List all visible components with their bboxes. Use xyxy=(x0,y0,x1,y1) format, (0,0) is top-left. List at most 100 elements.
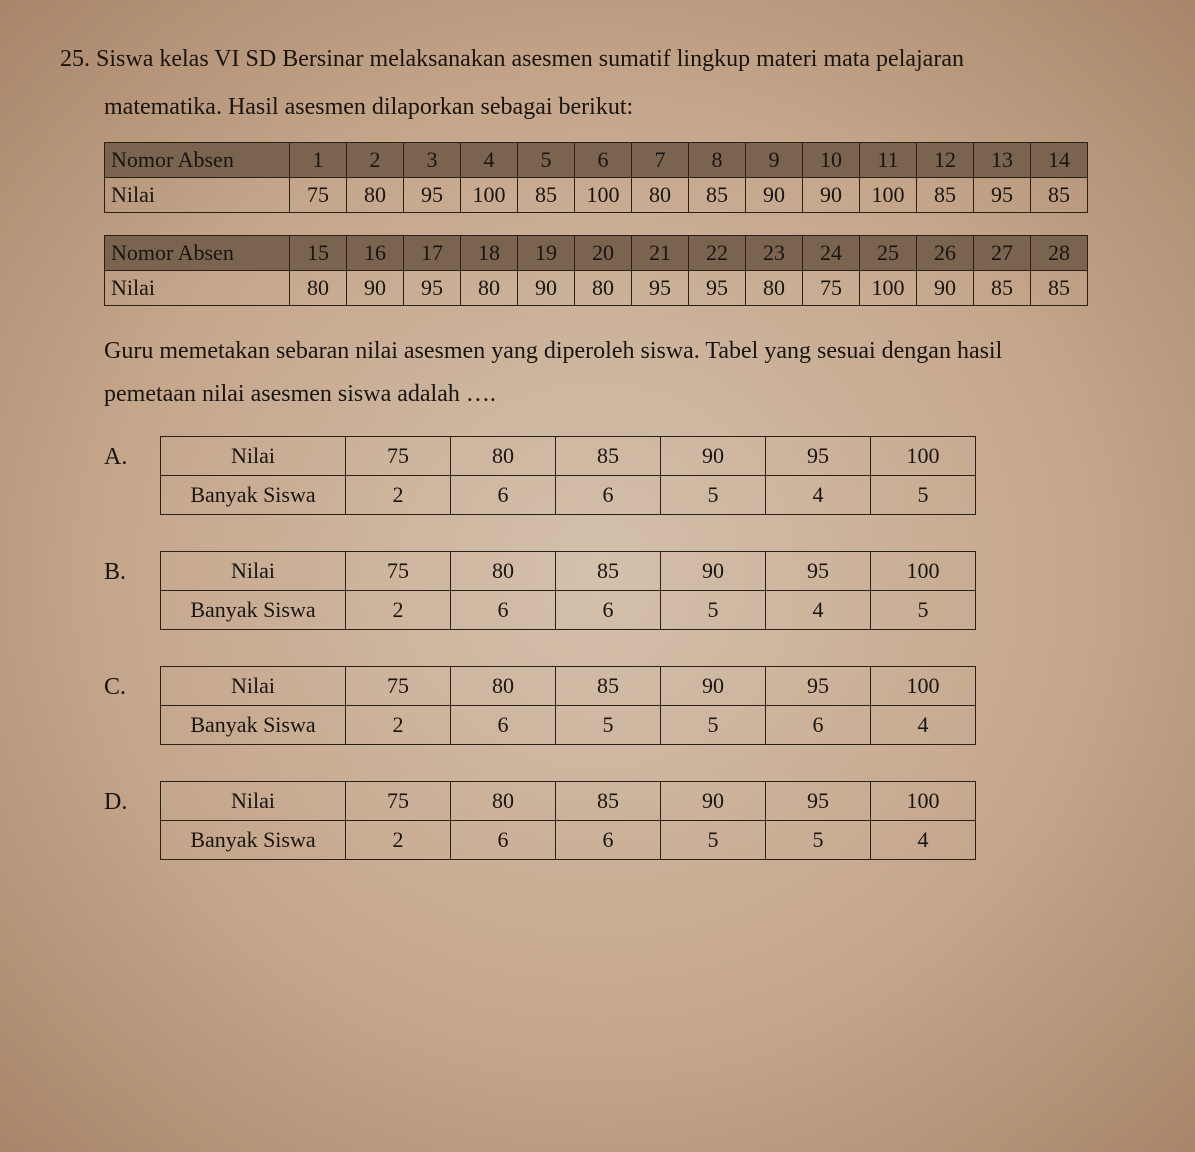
option-banyak-cell: 6 xyxy=(556,591,661,630)
option-nilai-cell: 85 xyxy=(556,552,661,591)
option-banyak-cell: 4 xyxy=(766,476,871,515)
nilai-cell: 85 xyxy=(974,270,1031,305)
option-row-banyak-label: Banyak Siswa xyxy=(161,821,346,860)
absen-cell: 11 xyxy=(860,142,917,177)
absen-header-label: Nomor Absen xyxy=(105,235,290,270)
option-nilai-cell: 90 xyxy=(661,782,766,821)
absen-header-label: Nomor Absen xyxy=(105,142,290,177)
absen-cell: 8 xyxy=(689,142,746,177)
question-number: 25. xyxy=(60,40,90,78)
nilai-cell: 80 xyxy=(575,270,632,305)
option-nilai-cell: 75 xyxy=(346,782,451,821)
option-nilai-cell: 95 xyxy=(766,437,871,476)
nilai-cell: 80 xyxy=(461,270,518,305)
option-d: D. Nilai 75 80 85 90 95 100 Banyak Siswa… xyxy=(104,781,1135,860)
option-banyak-cell: 5 xyxy=(871,591,976,630)
question-text-1: Siswa kelas VI SD Bersinar melaksanakan … xyxy=(96,46,964,72)
option-nilai-cell: 85 xyxy=(556,782,661,821)
option-letter-a: A. xyxy=(104,436,132,471)
option-nilai-cell: 90 xyxy=(661,552,766,591)
option-banyak-cell: 6 xyxy=(451,591,556,630)
nilai-cell: 95 xyxy=(689,270,746,305)
option-banyak-cell: 2 xyxy=(346,706,451,745)
option-table-d: Nilai 75 80 85 90 95 100 Banyak Siswa 2 … xyxy=(160,781,976,860)
absen-cell: 18 xyxy=(461,235,518,270)
absen-cell: 27 xyxy=(974,235,1031,270)
absen-cell: 12 xyxy=(917,142,974,177)
question-line-1: 25. Siswa kelas VI SD Bersinar melaksana… xyxy=(60,40,1135,78)
option-banyak-cell: 5 xyxy=(556,706,661,745)
nilai-row-label: Nilai xyxy=(105,270,290,305)
option-letter-b: B. xyxy=(104,551,132,586)
absen-cell: 17 xyxy=(404,235,461,270)
absen-cell: 21 xyxy=(632,235,689,270)
middle-paragraph: Guru memetakan sebaran nilai asesmen yan… xyxy=(104,330,1135,416)
absen-cell: 9 xyxy=(746,142,803,177)
option-banyak-cell: 6 xyxy=(451,476,556,515)
absen-cell: 25 xyxy=(860,235,917,270)
absen-cell: 22 xyxy=(689,235,746,270)
nilai-cell: 80 xyxy=(347,177,404,212)
source-table-1: Nomor Absen 1 2 3 4 5 6 7 8 9 10 11 12 1… xyxy=(104,142,1088,213)
option-banyak-cell: 5 xyxy=(661,476,766,515)
option-banyak-cell: 5 xyxy=(871,476,976,515)
option-row-nilai-label: Nilai xyxy=(161,437,346,476)
option-nilai-cell: 80 xyxy=(451,782,556,821)
option-table-b: Nilai 75 80 85 90 95 100 Banyak Siswa 2 … xyxy=(160,551,976,630)
middle-line-2: pemetaan nilai asesmen siswa adalah …. xyxy=(104,381,496,407)
absen-cell: 6 xyxy=(575,142,632,177)
nilai-cell: 85 xyxy=(689,177,746,212)
nilai-cell: 85 xyxy=(917,177,974,212)
option-nilai-cell: 80 xyxy=(451,437,556,476)
nilai-cell: 100 xyxy=(860,177,917,212)
option-nilai-cell: 95 xyxy=(766,667,871,706)
absen-cell: 24 xyxy=(803,235,860,270)
nilai-cell: 90 xyxy=(518,270,575,305)
nilai-row-label: Nilai xyxy=(105,177,290,212)
option-banyak-cell: 6 xyxy=(451,706,556,745)
nilai-cell: 95 xyxy=(632,270,689,305)
option-table-c: Nilai 75 80 85 90 95 100 Banyak Siswa 2 … xyxy=(160,666,976,745)
option-nilai-cell: 90 xyxy=(661,437,766,476)
option-nilai-cell: 100 xyxy=(871,437,976,476)
option-nilai-cell: 75 xyxy=(346,667,451,706)
option-banyak-cell: 2 xyxy=(346,476,451,515)
option-banyak-cell: 6 xyxy=(556,821,661,860)
nilai-cell: 100 xyxy=(461,177,518,212)
option-banyak-cell: 6 xyxy=(766,706,871,745)
absen-cell: 23 xyxy=(746,235,803,270)
option-banyak-cell: 6 xyxy=(556,476,661,515)
option-c: C. Nilai 75 80 85 90 95 100 Banyak Siswa… xyxy=(104,666,1135,745)
absen-cell: 10 xyxy=(803,142,860,177)
nilai-cell: 100 xyxy=(575,177,632,212)
option-banyak-cell: 2 xyxy=(346,821,451,860)
absen-cell: 13 xyxy=(974,142,1031,177)
option-banyak-cell: 4 xyxy=(766,591,871,630)
nilai-cell: 85 xyxy=(1031,177,1088,212)
option-nilai-cell: 100 xyxy=(871,782,976,821)
nilai-cell: 95 xyxy=(404,177,461,212)
option-row-nilai-label: Nilai xyxy=(161,782,346,821)
nilai-cell: 95 xyxy=(974,177,1031,212)
option-b: B. Nilai 75 80 85 90 95 100 Banyak Siswa… xyxy=(104,551,1135,630)
question-text-2: matematika. Hasil asesmen dilaporkan seb… xyxy=(104,88,1135,126)
option-letter-d: D. xyxy=(104,781,132,816)
absen-cell: 5 xyxy=(518,142,575,177)
nilai-cell: 80 xyxy=(290,270,347,305)
option-nilai-cell: 85 xyxy=(556,437,661,476)
absen-cell: 3 xyxy=(404,142,461,177)
absen-cell: 28 xyxy=(1031,235,1088,270)
option-table-a: Nilai 75 80 85 90 95 100 Banyak Siswa 2 … xyxy=(160,436,976,515)
absen-cell: 16 xyxy=(347,235,404,270)
option-row-banyak-label: Banyak Siswa xyxy=(161,476,346,515)
option-nilai-cell: 90 xyxy=(661,667,766,706)
absen-cell: 26 xyxy=(917,235,974,270)
option-nilai-cell: 95 xyxy=(766,552,871,591)
nilai-cell: 85 xyxy=(1031,270,1088,305)
option-row-banyak-label: Banyak Siswa xyxy=(161,706,346,745)
absen-cell: 14 xyxy=(1031,142,1088,177)
middle-line-1: Guru memetakan sebaran nilai asesmen yan… xyxy=(104,338,1002,364)
option-row-nilai-label: Nilai xyxy=(161,552,346,591)
absen-cell: 15 xyxy=(290,235,347,270)
nilai-cell: 90 xyxy=(803,177,860,212)
